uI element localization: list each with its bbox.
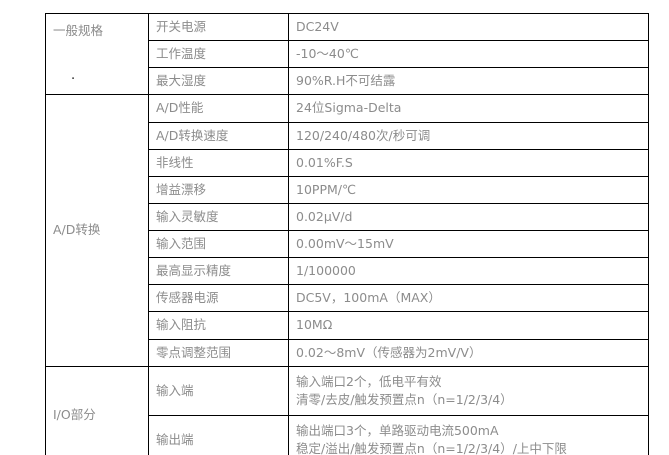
item-label: 输入阻抗 <box>148 311 289 340</box>
item-value: 1/100000 <box>288 257 649 286</box>
item-value: 10MΩ <box>288 311 649 340</box>
group-cell-general: 一般规格 · <box>45 12 149 96</box>
item-value: 0.01%F.S <box>288 148 649 177</box>
item-label: 输入灵敏度 <box>148 202 289 232</box>
table-row: I/O部分 输入端 输入端口2个，低电平有效 清零/去皮/触发预置点n（n=1/… <box>45 365 649 455</box>
item-value-line: 输入端口2个，低电平有效 <box>296 373 442 389</box>
item-value-line: 输出端口3个，单路驱动电流500mA <box>296 422 499 438</box>
item-label: A/D性能 <box>148 94 289 123</box>
table-row: 非线性 0.01%F.S <box>46 148 649 177</box>
group-label: 一般规格 <box>53 23 104 39</box>
item-label: 传感器电源 <box>148 284 289 313</box>
item-value: -10～40℃ <box>288 40 649 69</box>
item-value: 输出端口3个，单路驱动电流500mA 稳定/溢出/触发预置点n（n=1/2/3/… <box>288 414 649 455</box>
table-row: 输入阻抗 10MΩ <box>46 311 649 340</box>
item-label: 输入端 <box>148 365 289 416</box>
item-value: 0.00mV～15mV <box>288 229 649 259</box>
specification-table: 一般规格 · 开关电源 DC24V 工作温度 -10～40℃ 最大湿度 90%R… <box>45 12 649 455</box>
item-label: 开关电源 <box>148 12 289 42</box>
item-value: 90%R.H不可结露 <box>288 67 649 96</box>
item-value: 120/240/480次/秒可调 <box>288 121 649 150</box>
table-row: A/D转换 A/D性能 24位Sigma-Delta <box>45 94 649 367</box>
table-row: A/D转换速度 120/240/480次/秒可调 <box>46 121 649 150</box>
item-value: 输入端口2个，低电平有效 清零/去皮/触发预置点n（n=1/2/3/4） <box>288 365 649 416</box>
item-label: 增益漂移 <box>148 175 289 204</box>
item-label: 零点调整范围 <box>148 338 289 367</box>
table-row: 工作温度 -10～40℃ <box>46 40 649 69</box>
table-row: 输入范围 0.00mV～15mV <box>46 229 649 259</box>
item-label: 工作温度 <box>148 40 289 69</box>
item-value-line: 清零/去皮/触发预置点n（n=1/2/3/4） <box>296 391 513 407</box>
table-row: 最大湿度 90%R.H不可结露 <box>46 67 649 96</box>
item-value: DC5V，100mA（MAX） <box>288 284 649 313</box>
table-row: 零点调整范围 0.02～8mV（传感器为2mV/V） <box>46 338 649 367</box>
table-row: 增益漂移 10PPM/℃ <box>46 175 649 204</box>
group-cell-ad-conversion: A/D转换 <box>45 94 149 367</box>
table-row: 输入灵敏度 0.02μV/d <box>46 202 649 232</box>
item-value: 0.02μV/d <box>288 202 649 232</box>
table-row: 输出端 输出端口3个，单路驱动电流500mA 稳定/溢出/触发预置点n（n=1/… <box>46 414 649 455</box>
item-value: 0.02～8mV（传感器为2mV/V） <box>288 338 649 367</box>
group-label: A/D转换 <box>53 222 101 238</box>
group-label: I/O部分 <box>53 407 96 423</box>
item-label: 输出端 <box>148 414 289 455</box>
item-label: A/D转换速度 <box>148 121 289 150</box>
table-row: 一般规格 · 开关电源 DC24V <box>45 12 649 96</box>
item-label: 最大湿度 <box>148 67 289 96</box>
item-value: 10PPM/℃ <box>288 175 649 204</box>
group-bullet-mark: · <box>71 72 76 88</box>
item-value: DC24V <box>288 12 649 42</box>
item-value-line: 稳定/溢出/触发预置点n（n=1/2/3/4）/上中下限 <box>296 440 567 455</box>
item-label: 输入范围 <box>148 229 289 259</box>
item-label: 最高显示精度 <box>148 257 289 286</box>
item-value: 24位Sigma-Delta <box>288 94 649 123</box>
group-cell-io: I/O部分 <box>45 365 149 455</box>
item-label: 非线性 <box>148 148 289 177</box>
table-row: 最高显示精度 1/100000 <box>46 257 649 286</box>
